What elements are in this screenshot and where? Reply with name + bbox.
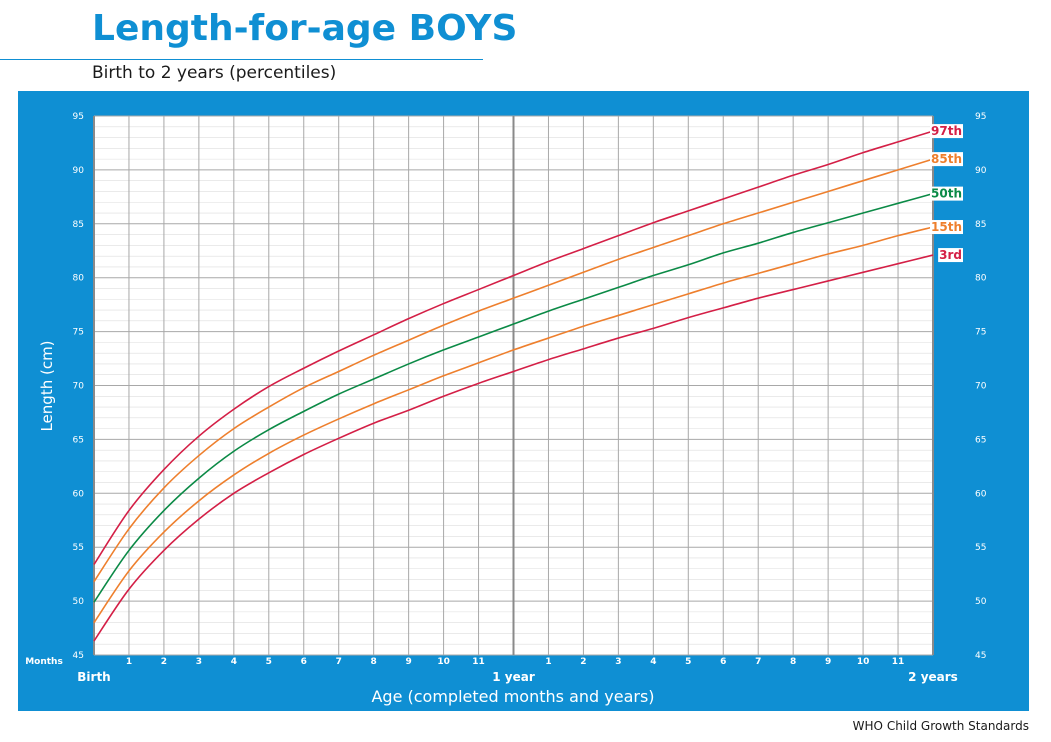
series-line-50th — [93, 192, 934, 603]
x-tick-label: 3 — [615, 657, 621, 667]
series-label-bg — [930, 124, 963, 139]
x-tick-label: 4 — [231, 657, 237, 667]
series-layer — [93, 130, 934, 642]
y-tick-label-right: 70 — [975, 382, 987, 392]
y-tick-label-left: 60 — [73, 489, 85, 499]
series-label-bg — [938, 248, 963, 263]
x-tick-label: 9 — [405, 657, 411, 667]
x-tick-label: 8 — [371, 657, 377, 667]
y-tick-label-right: 65 — [975, 435, 986, 445]
series-label-bg — [930, 186, 963, 201]
x-tick-label: 10 — [437, 657, 450, 667]
x-tick-label: 3 — [196, 657, 202, 667]
chart-subtitle: Birth to 2 years (percentiles) — [92, 63, 337, 83]
y-tick-label-left: 75 — [73, 328, 84, 338]
series-line-3rd — [93, 254, 934, 642]
y-tick-label-right: 90 — [975, 166, 987, 176]
x-tick-label: 1 — [126, 657, 132, 667]
series-label-97th: 97th — [931, 124, 962, 138]
x-tick-label: 11 — [472, 657, 485, 667]
x-tick-label: 2 — [161, 657, 167, 667]
source-note: WHO Child Growth Standards — [852, 719, 1029, 733]
series-line-15th — [93, 226, 934, 624]
series-label-50th: 50th — [931, 187, 962, 201]
y-tick-label-left: 80 — [73, 274, 85, 284]
x-units-label: Months — [25, 657, 63, 667]
x-tick-label: 4 — [650, 657, 656, 667]
series-label-15th: 15th — [931, 220, 962, 234]
series-label-3rd: 3rd — [939, 248, 962, 262]
y-axis-label: Length (cm) — [38, 340, 56, 431]
y-tick-label-left: 55 — [73, 543, 84, 553]
x-tick-label: 6 — [301, 657, 307, 667]
x-tick-label: 1 — [545, 657, 551, 667]
y-tick-label-right: 55 — [975, 543, 986, 553]
series-label-85th: 85th — [931, 152, 962, 166]
series-label-bg — [930, 220, 963, 235]
y-tick-label-right: 50 — [975, 597, 987, 607]
series-label-bg — [930, 152, 963, 167]
series-line-97th — [93, 130, 934, 565]
x-major-label: 1 year — [492, 670, 535, 684]
x-tick-label: 7 — [336, 657, 342, 667]
title-underline — [0, 59, 483, 60]
chart-title: Length-for-age BOYS — [92, 8, 518, 49]
x-tick-label: 8 — [790, 657, 796, 667]
y-tick-label-left: 90 — [73, 166, 85, 176]
x-major-label: Birth — [77, 670, 110, 684]
x-tick-label: 11 — [892, 657, 905, 667]
x-axis-label: Age (completed months and years) — [371, 687, 654, 706]
x-tick-label: 5 — [685, 657, 691, 667]
x-tick-label: 7 — [755, 657, 761, 667]
y-tick-label-right: 45 — [975, 651, 986, 661]
y-tick-label-right: 80 — [975, 274, 987, 284]
x-tick-label: 2 — [580, 657, 586, 667]
y-tick-label-right: 85 — [975, 220, 986, 230]
y-tick-label-left: 45 — [73, 651, 84, 661]
x-tick-label: 10 — [857, 657, 870, 667]
x-major-label: 2 years — [908, 670, 958, 684]
x-tick-label: 5 — [266, 657, 272, 667]
x-tick-label: 9 — [825, 657, 831, 667]
y-tick-label-left: 70 — [73, 382, 85, 392]
grid — [93, 115, 934, 656]
y-tick-label-right: 75 — [975, 328, 986, 338]
y-tick-label-right: 95 — [975, 112, 986, 122]
y-tick-label-left: 50 — [73, 597, 85, 607]
series-line-85th — [93, 158, 934, 583]
y-tick-label-left: 65 — [73, 435, 84, 445]
y-tick-label-right: 60 — [975, 489, 987, 499]
y-tick-label-left: 85 — [73, 220, 84, 230]
x-tick-label: 6 — [720, 657, 726, 667]
y-tick-label-left: 95 — [73, 112, 84, 122]
